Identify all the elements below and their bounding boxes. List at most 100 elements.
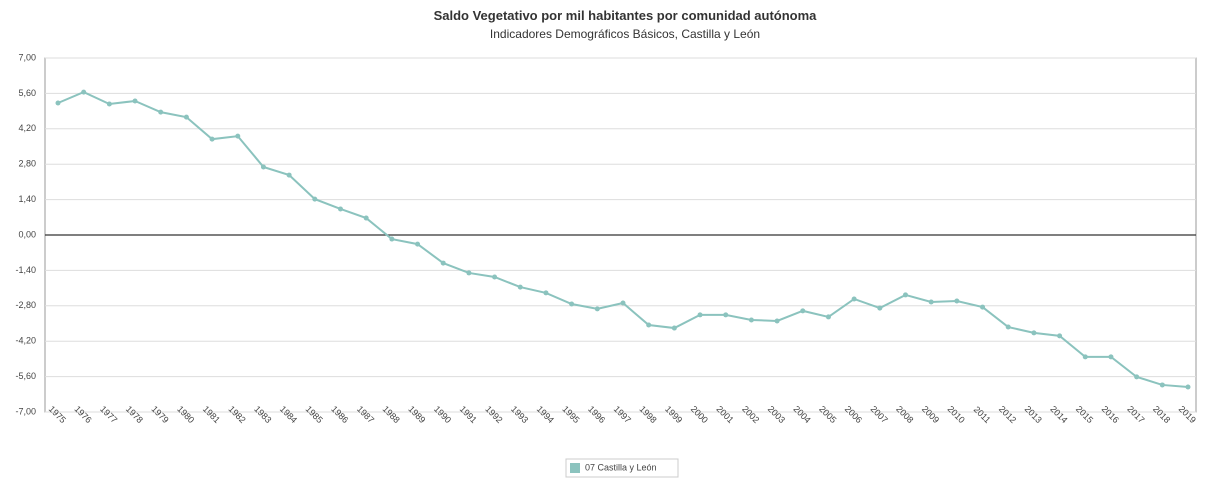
point [1057,333,1063,339]
x-tick-label: 1987 [355,404,376,425]
x-tick-label: 1977 [98,404,119,425]
point [1031,330,1037,336]
x-tick-label: 2001 [714,404,735,425]
x-tick-label: 1991 [458,404,479,425]
point [389,236,395,242]
point [671,325,677,331]
point [81,89,87,95]
y-tick-label: 1,40 [18,194,36,204]
point [106,101,112,107]
x-tick-label: 1997 [612,404,633,425]
point [440,260,446,266]
x-tick-label: 1986 [329,404,350,425]
point [620,300,626,306]
y-tick-label: -4,20 [15,336,36,346]
point [1185,384,1191,390]
point [183,114,189,120]
x-tick-label: 1995 [560,404,581,425]
y-tick-label: -7,00 [15,406,36,416]
point [466,270,472,276]
point [209,136,215,142]
x-tick-label: 1985 [304,404,325,425]
legend-swatch [570,463,580,473]
point [1005,324,1011,330]
point [800,308,806,314]
point [338,206,343,212]
point [132,98,138,104]
point [517,284,523,290]
point [877,305,883,311]
x-tick-label: 1980 [175,404,196,425]
x-tick-label: 1982 [227,404,248,425]
point [235,133,241,139]
x-tick-label: 1992 [483,404,504,425]
x-tick-label: 2004 [792,404,813,425]
x-tick-label: 2011 [972,404,993,425]
y-tick-label: 2,80 [18,159,36,169]
point [825,314,831,320]
point [646,322,652,328]
point [492,274,498,280]
point [260,164,266,170]
point [1082,354,1088,360]
x-tick-label: 2017 [1125,404,1146,425]
x-tick-label: 2000 [689,404,710,425]
point [748,317,754,323]
point [928,299,934,305]
x-tick-label: 1979 [149,404,170,425]
legend-label: 07 Castilla y León [585,462,657,472]
x-tick-label: 2013 [1023,404,1044,425]
point [1134,374,1140,380]
x-tick-label: 2015 [1074,404,1095,425]
x-tick-label: 2019 [1177,404,1198,425]
y-tick-label: -2,80 [15,300,36,310]
y-tick-label: 0,00 [18,229,36,239]
x-tick-label: 1998 [637,404,658,425]
chart-title: Saldo Vegetativo por mil habitantes por … [434,8,818,23]
point [903,292,908,298]
x-tick-label: 1989 [406,404,427,425]
x-tick-label: 1978 [124,404,145,425]
x-tick-label: 1975 [47,404,68,425]
x-tick-label: 1994 [535,404,556,425]
x-tick-label: 1983 [252,404,273,425]
x-tick-label: 2018 [1151,404,1172,425]
point [1108,354,1114,360]
x-tick-label: 1993 [509,404,530,425]
point [697,312,703,318]
x-tick-label: 1981 [201,404,222,425]
x-tick-label: 2016 [1100,404,1121,425]
x-tick-label: 1988 [381,404,402,425]
x-tick-label: 2008 [894,404,915,425]
chart-subtitle: Indicadores Demográficos Básicos, Castil… [490,27,760,41]
y-tick-label: 7,00 [18,52,36,62]
point [543,290,549,296]
line [57,91,1189,388]
point [851,296,857,302]
point [774,318,780,324]
point [1159,382,1165,388]
x-tick-label: 2012 [997,404,1018,425]
point [594,306,600,312]
y-tick-label: 4,20 [18,123,36,133]
x-tick-label: 1976 [72,404,93,425]
point [415,241,421,247]
x-tick-label: 2010 [946,404,967,425]
x-tick-label: 2009 [920,404,941,425]
point [312,196,318,202]
point [55,100,61,106]
x-tick-label: 2006 [843,404,864,425]
y-tick-label: -5,60 [15,371,36,381]
x-tick-label: 1990 [432,404,453,425]
x-tick-label: 2003 [766,404,787,425]
point [569,301,575,307]
point [980,304,986,310]
point [158,109,164,115]
x-tick-label: 1984 [278,404,299,425]
y-tick-label: 5,60 [18,88,36,98]
x-tick-label: 2007 [869,404,890,425]
point [723,312,729,318]
x-tick-label: 2014 [1048,404,1069,425]
legend-box [565,458,679,478]
